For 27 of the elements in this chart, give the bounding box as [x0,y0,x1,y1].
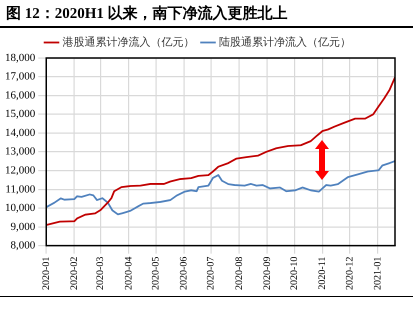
chart-title: 图 12：2020H1 以来，南下净流入更胜北上 [6,4,288,23]
x-tick-label: 2020-08 [234,256,245,290]
y-tick-label: 9,000 [10,220,36,233]
y-tick-label: 17,000 [5,70,36,83]
x-tick-label: 2020-12 [344,256,356,290]
y-tick-label: 13,000 [5,146,36,158]
x-tick-label: 2020-04 [123,256,134,290]
x-tick-label: 2020-03 [95,256,106,290]
x-tick-label: 2020-07 [206,256,217,290]
x-tick-label: 2020-09 [262,256,273,290]
x-tick-label: 2020-06 [178,256,190,290]
legend-label: 港股通累计净流入（亿元） [62,35,194,48]
y-tick-label: 12,000 [5,164,36,176]
y-tick-label: 15,000 [5,108,36,120]
x-tick-label: 2021-01 [372,256,384,290]
legend-label: 陆股通累计净流入（亿元） [219,35,351,48]
y-tick-label: 18,000 [5,52,36,64]
x-tick-label: 2020-11 [317,256,328,290]
y-tick-label: 14,000 [5,126,36,139]
y-tick-label: 8,000 [10,240,36,252]
x-tick-label: 2020-05 [150,256,162,290]
x-tick-label: 2020-01 [40,256,52,290]
x-tick-label: 2020-10 [289,256,300,290]
y-tick-label: 16,000 [5,89,36,102]
y-tick-label: 10,000 [5,202,36,214]
y-tick-label: 11,000 [5,183,36,196]
x-tick-label: 2020-02 [68,256,80,290]
